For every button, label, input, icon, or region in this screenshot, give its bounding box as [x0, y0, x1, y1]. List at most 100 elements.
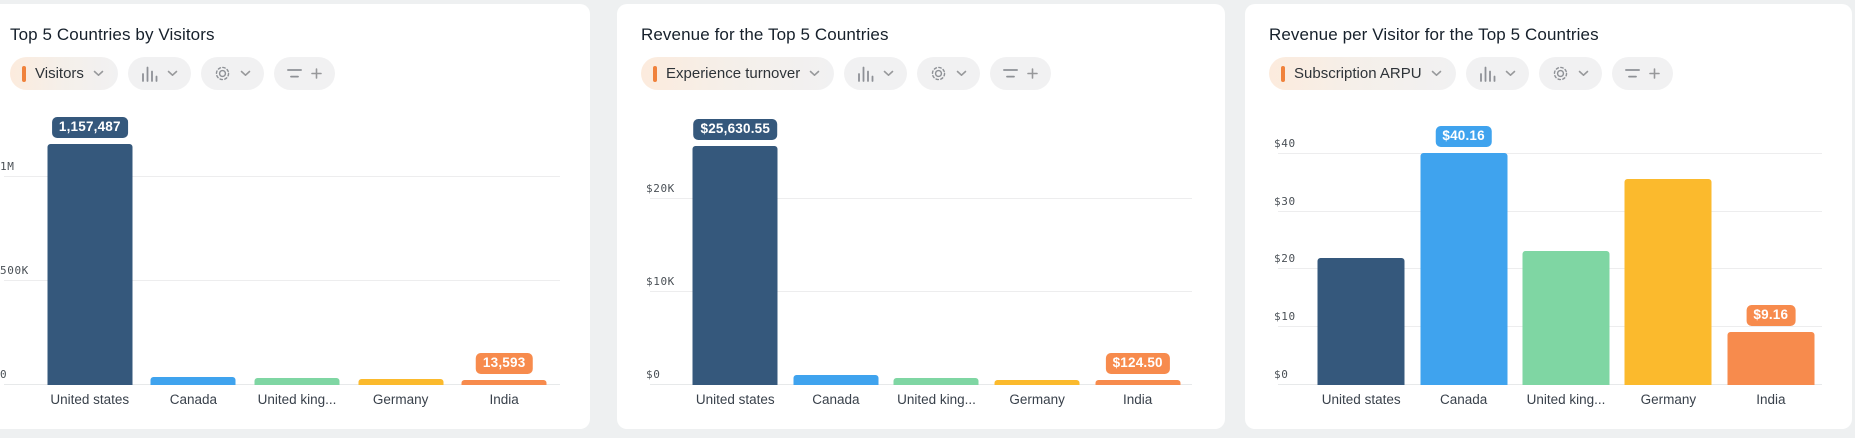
- bar-slot: [1310, 100, 1412, 385]
- settings-dropdown[interactable]: [917, 57, 981, 90]
- metric-dropdown-label: Visitors: [35, 65, 84, 82]
- chevron-down-icon: [1431, 70, 1442, 77]
- bar-slot: [349, 100, 453, 385]
- chart-type-dropdown[interactable]: [1465, 57, 1529, 90]
- metric-dropdown[interactable]: Visitors: [10, 57, 118, 90]
- bar-chart: $20K $10K $0 $25,630.55 $124.50 United states…: [637, 100, 1205, 407]
- settings-dropdown[interactable]: [200, 57, 264, 90]
- bar-slot: $9.16: [1720, 100, 1822, 385]
- bar-india[interactable]: [1095, 379, 1181, 385]
- chevron-down-icon: [956, 70, 967, 77]
- bar-slot: $25,630.55: [685, 100, 786, 385]
- gear-icon: [214, 65, 231, 82]
- bar-chart: 1M 500K 0 1,157,487 13,593 United states Canad…: [0, 100, 570, 407]
- bar-slot: [245, 100, 349, 385]
- bar-canada[interactable]: [793, 374, 879, 385]
- chevron-down-icon: [93, 70, 104, 77]
- y-tick-label: $10K: [646, 274, 675, 288]
- chevron-down-icon: [1578, 70, 1589, 77]
- bar-chart-icon: [141, 66, 158, 82]
- metric-dropdown[interactable]: Subscription ARPU: [1269, 57, 1456, 90]
- bar-united-king[interactable]: [893, 378, 979, 385]
- gridline: 500K: [0, 264, 560, 281]
- gridline: 1M: [0, 160, 560, 177]
- x-axis-labels: United states Canada United king... Germany…: [1310, 392, 1822, 407]
- x-axis-label: United states: [695, 392, 775, 407]
- bar-chart: $40 $30 $20 $10 $0 $40.16 $9.16 United states Ca…: [1269, 100, 1832, 407]
- bars-row: $40.16 $9.16: [1310, 100, 1822, 385]
- bar-canada[interactable]: [1420, 152, 1508, 385]
- bar-india[interactable]: [1727, 332, 1815, 385]
- filter-icon: [1624, 68, 1640, 79]
- x-axis-label: United states: [50, 392, 130, 407]
- x-axis-label: Canada: [812, 392, 860, 407]
- bar-india[interactable]: [461, 379, 547, 385]
- bar-united-states[interactable]: [692, 146, 778, 385]
- bar-united-king[interactable]: [254, 378, 340, 385]
- chevron-down-icon: [1505, 70, 1516, 77]
- metric-dropdown[interactable]: Experience turnover: [641, 57, 835, 90]
- bar-slot: [886, 100, 987, 385]
- bar-united-states[interactable]: [1317, 258, 1405, 385]
- bar-germany[interactable]: [1624, 178, 1712, 385]
- y-tick-label: $20: [1274, 252, 1296, 266]
- bars-row: 1,157,487 13,593: [38, 100, 556, 385]
- chevron-down-icon: [167, 70, 178, 77]
- add-filter-button[interactable]: [273, 57, 335, 90]
- y-tick-label: $20K: [646, 181, 675, 195]
- chart-type-dropdown[interactable]: [127, 57, 191, 90]
- plus-icon: [1648, 68, 1660, 79]
- page-title: Top 5 Countries by Visitors: [10, 25, 215, 44]
- chart-toolbar: Experience turnover: [641, 57, 1205, 90]
- x-axis-labels: United states Canada United king... Germany…: [38, 392, 556, 407]
- value-badge: 1,157,487: [51, 117, 128, 139]
- bar-canada[interactable]: [150, 377, 236, 385]
- x-axis-label: Germany: [1009, 392, 1065, 407]
- x-axis-label: United states: [1321, 392, 1401, 407]
- bar-slot: [786, 100, 887, 385]
- x-axis-label: India: [1756, 392, 1786, 407]
- y-tick-label: $10: [1274, 310, 1296, 324]
- bar-slot: $124.50: [1087, 100, 1188, 385]
- x-axis-label: United king...: [257, 392, 337, 407]
- bar-slot: [1617, 100, 1719, 385]
- bars-row: $25,630.55 $124.50: [685, 100, 1188, 385]
- y-tick-label: $0: [1274, 368, 1289, 381]
- y-tick-label: $40: [1274, 136, 1296, 150]
- page-title: Revenue for the Top 5 Countries: [641, 25, 889, 44]
- bar-slot: [142, 100, 246, 385]
- chevron-down-icon: [240, 70, 251, 77]
- settings-dropdown[interactable]: [1538, 57, 1602, 90]
- value-badge: $25,630.55: [693, 119, 778, 141]
- x-axis-label: Canada: [1439, 392, 1488, 407]
- y-tick-label: $0: [646, 368, 661, 381]
- chevron-down-icon: [809, 70, 820, 77]
- chevron-down-icon: [883, 70, 894, 77]
- bar-slot: 13,593: [452, 100, 556, 385]
- y-tick-label: 500K: [0, 264, 29, 277]
- bar-chart-icon: [857, 66, 874, 82]
- bar-united-states[interactable]: [47, 144, 133, 385]
- chart-type-dropdown[interactable]: [844, 57, 908, 90]
- bar-slot: $40.16: [1412, 100, 1514, 385]
- metric-dropdown-label: Subscription ARPU: [1294, 65, 1422, 82]
- x-axis-label: United king...: [1526, 392, 1606, 407]
- value-badge: $40.16: [1435, 125, 1492, 147]
- metric-dropdown-label: Experience turnover: [666, 65, 801, 82]
- chart-card-visitors: Top 5 Countries by Visitors Visitors 1M 5…: [0, 4, 590, 429]
- plus-icon: [1027, 68, 1039, 79]
- add-filter-button[interactable]: [1611, 57, 1673, 90]
- bar-slot: 1,157,487: [38, 100, 142, 385]
- add-filter-button[interactable]: [990, 57, 1052, 90]
- bar-germany[interactable]: [994, 379, 1080, 385]
- gridline: $30: [1274, 195, 1822, 212]
- gridline: $20K: [646, 182, 1192, 199]
- bar-germany[interactable]: [358, 379, 444, 385]
- x-axis-label: Canada: [169, 392, 218, 407]
- page-title: Revenue per Visitor for the Top 5 Countr…: [1269, 25, 1599, 44]
- metric-accent-bar: [653, 65, 657, 82]
- metric-accent-bar: [22, 65, 26, 82]
- bar-united-king[interactable]: [1522, 250, 1610, 385]
- x-axis-label: Germany: [372, 392, 429, 407]
- chart-toolbar: Subscription ARPU: [1269, 57, 1832, 90]
